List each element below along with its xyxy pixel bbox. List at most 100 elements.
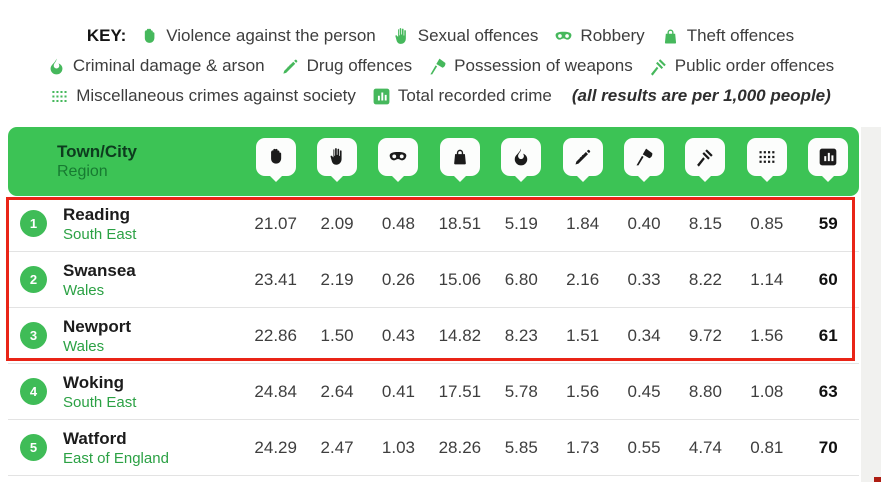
syringe-icon — [573, 147, 593, 167]
legend: KEY: Violence against the person Sexual … — [0, 0, 881, 111]
legend-item-label: Total recorded crime — [397, 86, 552, 105]
table-row: 1 Reading South East 21.07 2.09 0.48 18.… — [8, 196, 859, 252]
legend-item-label: Violence against the person — [166, 26, 376, 45]
value-cell: 17.51 — [438, 381, 482, 401]
column-header-theft — [429, 137, 490, 181]
table-row: 2 Swansea Wales 23.41 2.19 0.26 15.06 6.… — [8, 252, 859, 308]
value-cell: 4.74 — [688, 437, 722, 457]
value-cell: 0.85 — [750, 213, 784, 233]
legend-item-sexual-offences: Sexual offences — [392, 26, 539, 46]
legend-item-robbery: Robbery — [554, 26, 645, 46]
table-row: 5 Watford East of England 24.29 2.47 1.0… — [8, 420, 859, 476]
syringe-icon — [281, 57, 300, 76]
column-header-miscellaneous — [736, 137, 797, 181]
total-cell: 70 — [818, 437, 838, 457]
town-cell: 5 Watford East of England — [8, 428, 245, 468]
legend-item-total: Total recorded crime — [372, 86, 552, 106]
value-cell: 1.08 — [750, 381, 784, 401]
table-row: 3 Newport Wales 22.86 1.50 0.43 14.82 8.… — [8, 308, 859, 364]
legend-item-drugs: Drug offences — [281, 56, 412, 76]
value-cell: 0.34 — [627, 325, 661, 345]
region-header-subtitle: Region — [57, 163, 108, 180]
value-cell: 24.84 — [254, 381, 297, 401]
gavel-icon — [649, 57, 668, 76]
legend-item-label: Theft offences — [686, 26, 795, 45]
gavel-icon — [695, 147, 715, 167]
total-cell: 61 — [818, 325, 838, 345]
town-name: Swansea — [63, 260, 136, 280]
mask-icon — [554, 27, 573, 46]
value-cell: 2.19 — [320, 269, 354, 289]
value-cell: 0.55 — [627, 437, 661, 457]
right-gutter — [861, 127, 881, 482]
value-cell: 1.51 — [566, 325, 600, 345]
dots-grid-icon — [757, 147, 777, 167]
value-cell: 0.40 — [627, 213, 661, 233]
legend-item-public-order: Public order offences — [649, 56, 834, 76]
value-cell: 9.72 — [688, 325, 722, 345]
total-cell: 59 — [818, 213, 838, 233]
town-name: Newport — [63, 316, 131, 336]
legend-title: KEY: — [86, 26, 127, 45]
knife-icon — [428, 57, 447, 76]
table-row: 4 Woking South East 24.84 2.64 0.41 17.5… — [8, 364, 859, 420]
dots-grid-icon — [50, 87, 69, 106]
fist-icon — [266, 147, 286, 167]
legend-item-arson: Criminal damage & arson — [47, 56, 265, 76]
legend-item-label: Criminal damage & arson — [72, 56, 265, 75]
legend-item-miscellaneous: Miscellaneous crimes against society — [50, 86, 356, 106]
value-cell: 1.56 — [750, 325, 784, 345]
value-cell: 22.86 — [254, 325, 297, 345]
fist-icon — [140, 27, 159, 46]
town-name: Reading — [63, 204, 131, 224]
value-cell: 0.45 — [627, 381, 661, 401]
legend-item-label: Sexual offences — [417, 26, 539, 45]
town-cell: 4 Woking South East — [8, 372, 245, 412]
value-cell: 15.06 — [438, 269, 482, 289]
value-cell: 1.03 — [381, 437, 416, 457]
value-cell: 5.85 — [504, 437, 538, 457]
value-cell: 23.41 — [254, 269, 297, 289]
value-cell: 0.48 — [381, 213, 416, 233]
value-cell: 18.51 — [438, 213, 482, 233]
legend-line-1: KEY: Violence against the person Sexual … — [0, 21, 881, 51]
value-cell: 8.80 — [688, 381, 722, 401]
region-name: South East — [63, 225, 137, 243]
total-cell: 63 — [818, 381, 838, 401]
hand-icon — [392, 27, 411, 46]
region-name: Wales — [63, 281, 105, 299]
column-header-violence — [245, 137, 306, 181]
value-cell: 6.80 — [504, 269, 538, 289]
column-header-public-order — [675, 137, 736, 181]
legend-item-label: Public order offences — [674, 56, 835, 75]
rank-badge: 5 — [20, 434, 47, 461]
value-cell: 1.14 — [750, 269, 784, 289]
corner-artifact — [874, 477, 881, 482]
fire-icon — [511, 147, 531, 167]
fire-icon — [47, 57, 66, 76]
value-cell: 21.07 — [254, 213, 297, 233]
value-cell: 8.22 — [688, 269, 722, 289]
rank-badge: 2 — [20, 266, 47, 293]
town-city-header-title: Town/City — [57, 142, 137, 161]
value-cell: 2.09 — [320, 213, 354, 233]
region-name: South East — [63, 393, 137, 411]
bag-icon — [661, 27, 680, 46]
town-city-header: Town/City Region — [8, 141, 245, 182]
chart-icon — [372, 87, 391, 106]
legend-item-label: Robbery — [580, 26, 645, 45]
value-cell: 0.41 — [381, 381, 416, 401]
column-header-arson — [491, 137, 552, 181]
chart-icon — [818, 147, 838, 167]
legend-units-note: (all results are per 1,000 people) — [571, 86, 831, 105]
legend-item-label: Miscellaneous crimes against society — [76, 86, 356, 105]
value-cell: 0.43 — [381, 325, 416, 345]
column-header-sexual-offences — [306, 137, 367, 181]
value-cell: 2.64 — [320, 381, 354, 401]
crime-table: Town/City Region 1 Reading South East 21… — [8, 127, 859, 476]
town-cell: 3 Newport Wales — [8, 316, 245, 356]
legend-item-violence: Violence against the person — [140, 26, 376, 46]
value-cell: 14.82 — [438, 325, 482, 345]
town-cell: 1 Reading South East — [8, 204, 245, 244]
value-cell: 24.29 — [254, 437, 297, 457]
